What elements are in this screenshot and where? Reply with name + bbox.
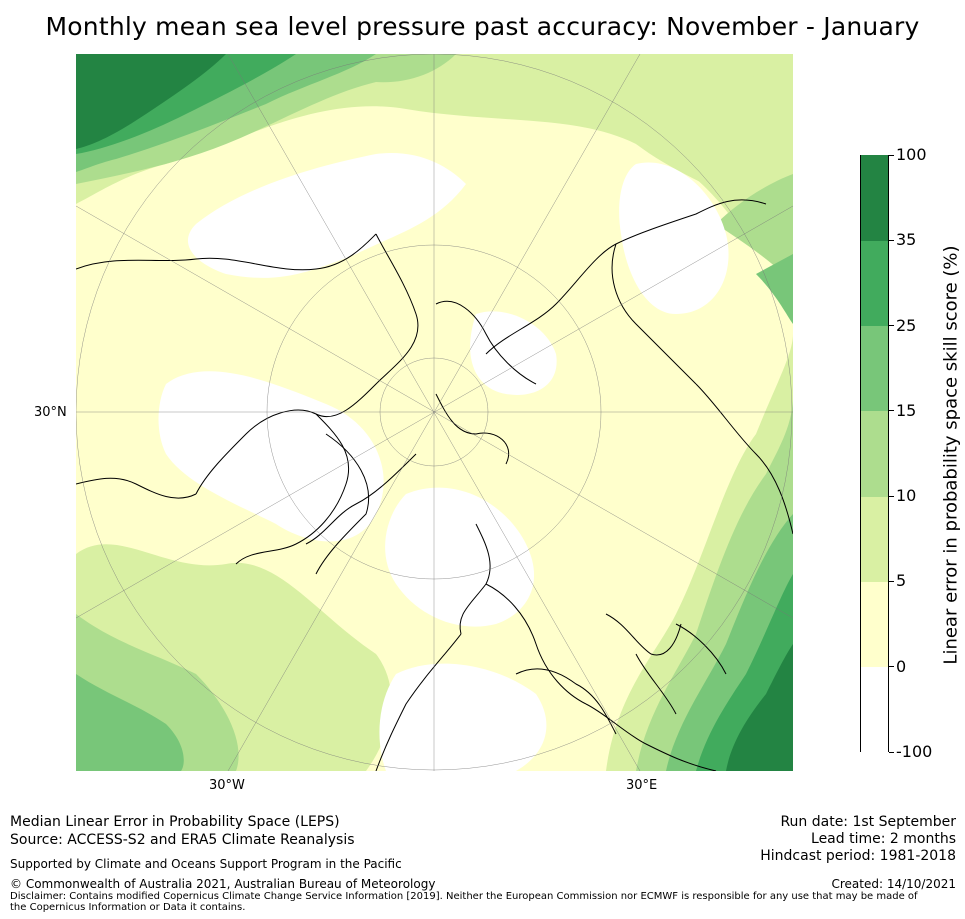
footer-support: Supported by Climate and Oceans Support … xyxy=(10,857,402,871)
colorbar-tick-label: 25 xyxy=(896,315,917,335)
colorbar-segment xyxy=(861,666,888,753)
colorbar-tick xyxy=(889,239,894,241)
colorbar-tick-label: 0 xyxy=(896,656,907,676)
colorbar-tick xyxy=(889,666,894,668)
colorbar-tick xyxy=(889,410,894,412)
footer-source: Source: ACCESS-S2 and ERA5 Climate Reana… xyxy=(10,832,355,848)
colorbar-segment xyxy=(861,581,888,668)
colorbar-segment xyxy=(861,325,888,412)
colorbar-tick-label: 5 xyxy=(896,571,907,591)
footer-run-date: Run date: 1st September xyxy=(780,814,956,830)
chart-title: Monthly mean sea level pressure past acc… xyxy=(45,12,920,41)
colorbar-tick-label: 35 xyxy=(896,230,917,250)
colorbar-segment xyxy=(861,240,888,327)
skill-field-contours xyxy=(76,54,793,771)
footer-hindcast: Hindcast period: 1981-2018 xyxy=(760,848,956,864)
lon-label-30e: 30°E xyxy=(626,778,658,793)
colorbar-segment xyxy=(861,496,888,582)
colorbar-tick xyxy=(889,495,894,497)
footer-lead-time: Lead time: 2 months xyxy=(811,831,956,847)
colorbar-segment xyxy=(861,155,888,241)
colorbar-tick-label: 100 xyxy=(896,145,927,164)
colorbar-tick xyxy=(889,154,894,156)
colorbar-title: Linear error in probability space skill … xyxy=(940,245,962,665)
footer-method: Median Linear Error in Probability Space… xyxy=(10,814,340,830)
graticule xyxy=(76,54,793,771)
lat-label-30n: 30°N xyxy=(34,405,67,420)
lon-label-30w: 30°W xyxy=(209,778,245,793)
colorbar-tick-label: 15 xyxy=(896,400,917,420)
footer-created: Created: 14/10/2021 xyxy=(831,877,956,891)
colorbar-segment xyxy=(861,410,888,497)
colorbar-tick-label: 10 xyxy=(896,486,917,506)
map-canvas xyxy=(76,54,793,771)
colorbar-tick xyxy=(889,325,894,327)
colorbar-tick xyxy=(889,580,894,582)
coastlines xyxy=(76,199,793,771)
polar-map xyxy=(76,54,793,771)
colorbar-tick-label: -100 xyxy=(896,742,933,761)
colorbar xyxy=(860,155,889,753)
footer-copyright: © Commonwealth of Australia 2021, Austra… xyxy=(10,877,436,891)
footer-disclaimer: Disclaimer: Contains modified Copernicus… xyxy=(10,891,918,913)
colorbar-tick xyxy=(889,751,894,753)
